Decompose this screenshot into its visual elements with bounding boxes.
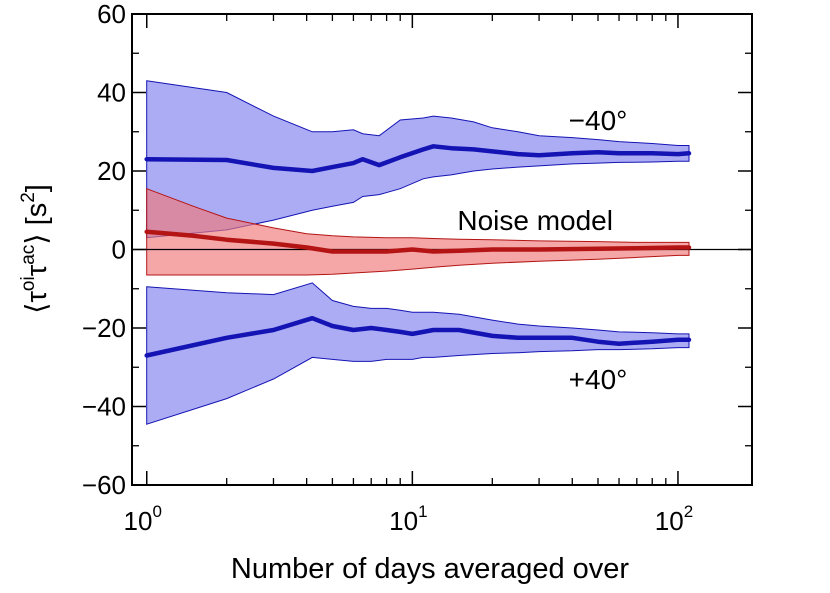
line-minus-40 xyxy=(144,144,692,174)
y-label-tau-1: τ xyxy=(21,291,53,303)
ticks xyxy=(132,13,752,486)
band-noise-model xyxy=(146,187,690,276)
x-tick-label: 100 xyxy=(124,502,162,536)
y-label-sup-oi: oi xyxy=(18,276,39,291)
y-label-tau-2: τ xyxy=(21,264,53,276)
y-label-sup-ac: ac xyxy=(18,245,39,265)
x-axis-label: Number of days averaged over xyxy=(231,553,629,585)
line-noise-model xyxy=(144,229,692,254)
y-label-close: ⟩ xyxy=(21,233,53,244)
y-label-unit-exp: 2 xyxy=(18,192,39,203)
annotations: −40° Noise model +40° xyxy=(457,105,627,395)
y-tick-label: 0 xyxy=(112,235,126,265)
y-tick-label: −60 xyxy=(82,470,126,500)
y-label-unit-open: [s xyxy=(21,203,53,234)
y-label-unit-close: ] xyxy=(21,184,53,192)
tick-labels: −60 −40 −20 0 20 40 60 100 101 102 xyxy=(82,0,693,536)
band-minus-40 xyxy=(146,80,690,239)
y-tick-label: 20 xyxy=(97,156,126,186)
annotation-noise-model: Noise model xyxy=(457,205,613,236)
y-label-open: ⟨ xyxy=(21,303,53,314)
y-tick-label: 60 xyxy=(97,0,126,29)
x-tick-label: 101 xyxy=(389,502,427,536)
annotation-plus-40: +40° xyxy=(569,364,628,395)
y-tick-label: −20 xyxy=(82,313,126,343)
annotation-minus-40: −40° xyxy=(569,105,628,136)
band-plus-40 xyxy=(146,282,690,425)
x-tick-label: 102 xyxy=(655,502,693,536)
y-axis-label: ⟨τoiτac⟩ [s2] xyxy=(18,184,53,314)
mean-lines xyxy=(144,144,692,358)
y-tick-label: −40 xyxy=(82,392,126,422)
confidence-bands xyxy=(146,80,690,425)
y-tick-label: 40 xyxy=(97,78,126,108)
line-plus-40 xyxy=(144,315,692,358)
